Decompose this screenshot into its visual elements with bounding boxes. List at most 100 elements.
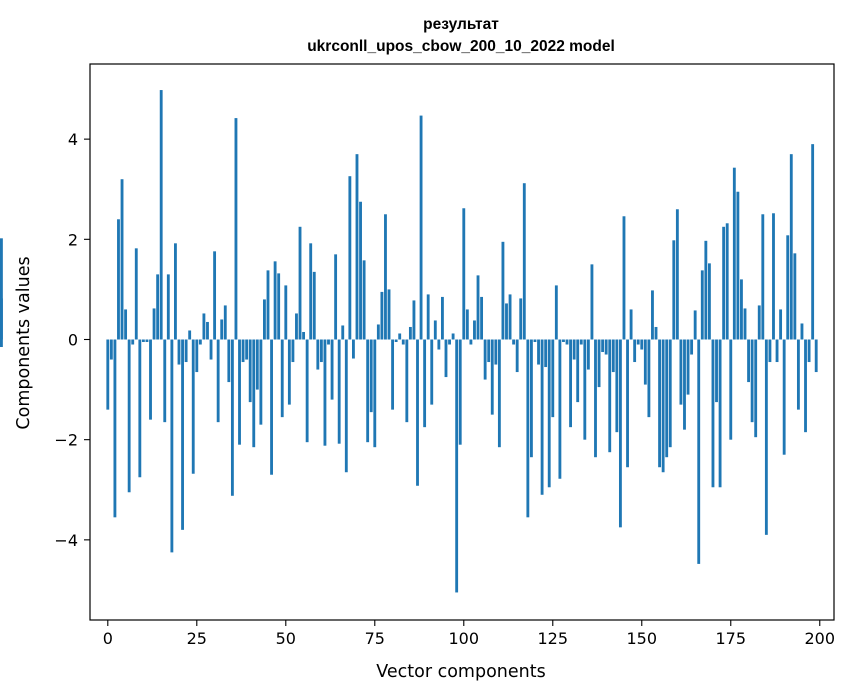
bar-78 xyxy=(384,214,387,340)
bar-97 xyxy=(451,333,455,340)
bar-56 xyxy=(305,339,309,443)
bar-32 xyxy=(220,319,224,340)
bar-116 xyxy=(519,298,523,340)
bar-6 xyxy=(127,339,131,493)
bar-170 xyxy=(711,339,715,488)
bar-147 xyxy=(629,309,633,340)
bar-43 xyxy=(259,339,263,425)
bar-undefined xyxy=(0,339,3,348)
bar-130 xyxy=(569,339,572,428)
bar-80 xyxy=(391,339,395,410)
bar-31 xyxy=(216,339,220,423)
bar-197 xyxy=(807,339,811,363)
bar-65 xyxy=(337,339,341,444)
bar-81 xyxy=(394,339,398,342)
bar-49 xyxy=(280,339,284,418)
bar-52 xyxy=(291,339,295,363)
bar-161 xyxy=(679,339,683,405)
bar-39 xyxy=(245,339,249,360)
bar-140 xyxy=(604,339,608,355)
bar-182 xyxy=(754,339,758,438)
bar-167 xyxy=(700,270,704,340)
bar-44 xyxy=(263,299,266,340)
bar-153 xyxy=(651,290,654,340)
bar-15 xyxy=(159,90,163,340)
bar-47 xyxy=(273,261,277,340)
bar-53 xyxy=(295,313,298,340)
bar-61 xyxy=(323,339,327,446)
bar-29 xyxy=(209,339,213,360)
bar-86 xyxy=(412,300,416,340)
bar-165 xyxy=(693,310,697,340)
bar-20 xyxy=(177,339,181,365)
bar-99 xyxy=(458,339,462,445)
bar-104 xyxy=(476,275,480,340)
bar-195 xyxy=(800,323,804,340)
x-tick-label: 150 xyxy=(626,629,657,648)
bar-90 xyxy=(426,294,430,340)
bar-150 xyxy=(640,339,644,350)
bar-172 xyxy=(718,339,722,488)
bar-143 xyxy=(615,339,619,433)
bar-16 xyxy=(163,339,167,423)
y-axis-label: Components values xyxy=(14,256,34,429)
bar-66 xyxy=(341,325,345,340)
bar-101 xyxy=(465,309,469,340)
bar-50 xyxy=(284,285,288,340)
bar-174 xyxy=(725,223,729,340)
x-tick-label: 125 xyxy=(538,629,569,648)
bar-168 xyxy=(704,240,708,340)
bar-33 xyxy=(223,305,227,340)
y-tick-label: −2 xyxy=(54,431,78,450)
bar-126 xyxy=(554,285,558,340)
bar-46 xyxy=(270,339,273,475)
bar-124 xyxy=(547,339,551,488)
y-tick-label: 2 xyxy=(68,230,78,249)
bar-42 xyxy=(255,339,259,390)
bar-192 xyxy=(789,154,793,340)
bar-23 xyxy=(188,330,192,340)
bar-122 xyxy=(540,339,544,495)
bar-186 xyxy=(768,339,772,363)
bar-91 xyxy=(430,339,434,405)
bar-75 xyxy=(373,339,377,448)
bar-9 xyxy=(138,339,142,478)
bar-144 xyxy=(618,339,622,528)
bar-199 xyxy=(814,339,818,373)
bar-68 xyxy=(348,176,352,340)
bar-102 xyxy=(469,339,473,345)
x-tick-label: 200 xyxy=(804,629,835,648)
x-tick-label: 75 xyxy=(365,629,385,648)
bar-125 xyxy=(551,339,555,418)
bar-183 xyxy=(757,305,761,340)
bar-85 xyxy=(408,326,412,340)
bar-107 xyxy=(487,339,491,363)
bar-145 xyxy=(622,216,626,340)
bar-45 xyxy=(266,270,270,340)
bar-112 xyxy=(505,303,508,340)
bar-106 xyxy=(483,339,487,380)
y-axis-ticks: −4 −2 0 2 4 xyxy=(54,130,90,550)
bar-69 xyxy=(352,339,355,359)
bar-4 xyxy=(120,179,124,340)
bar-83 xyxy=(401,339,405,345)
bar-79 xyxy=(387,289,391,340)
bar-21 xyxy=(181,339,184,530)
bar-95 xyxy=(444,339,448,378)
bar-88 xyxy=(419,115,423,340)
bar-173 xyxy=(722,226,726,340)
bar-141 xyxy=(608,339,612,453)
bar-26 xyxy=(198,339,202,345)
bar-73 xyxy=(366,339,370,443)
bar-17 xyxy=(166,274,170,340)
bar-48 xyxy=(277,273,281,340)
bar-98 xyxy=(455,339,459,593)
bar-184 xyxy=(761,214,765,340)
bar-196 xyxy=(804,339,807,433)
bar-72 xyxy=(362,260,366,340)
bar-191 xyxy=(786,235,790,340)
bar-11 xyxy=(145,339,149,342)
bar-177 xyxy=(736,191,740,340)
bar-2 xyxy=(113,339,117,518)
